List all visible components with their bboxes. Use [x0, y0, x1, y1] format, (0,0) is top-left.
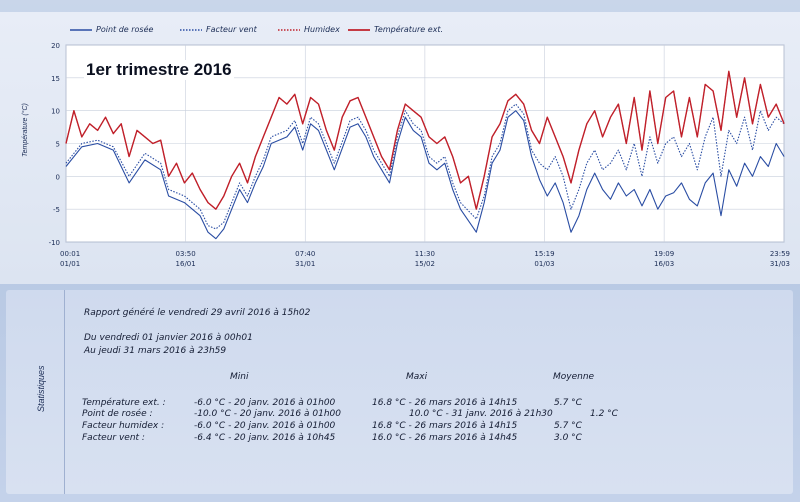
row-label: Point de rosée :	[82, 409, 153, 419]
legend-label-dew-point: Point de rosée	[96, 25, 154, 34]
legend-swatch-dew-point	[70, 28, 92, 31]
chart-title: 1er trimestre 2016	[84, 60, 234, 80]
row-maxi: 16.0 °C - 26 mars 2016 à 14h45	[372, 433, 518, 443]
legend-item-wind-chill: Facteur vent	[180, 25, 257, 34]
header-mini: Mini	[230, 372, 249, 382]
x-tick-time: 15:19	[534, 250, 554, 258]
stats-side-column: Statistiques	[6, 290, 65, 494]
row-maxi: 16.8 °C - 26 mars 2016 à 14h15	[372, 398, 518, 408]
y-tick-label: 15	[51, 75, 60, 83]
row-moyenne: 5.7 °C	[554, 421, 582, 431]
header-maxi: Maxi	[406, 372, 428, 382]
row-mini: -6.0 °C - 20 janv. 2016 à 01h00	[194, 421, 336, 431]
legend-swatch-outdoor-temp	[348, 28, 370, 31]
row-maxi: 16.8 °C - 26 mars 2016 à 14h15	[372, 421, 518, 431]
row-label: Facteur vent :	[82, 433, 145, 443]
x-tick-date: 31/03	[770, 260, 790, 268]
legend-item-humidex: Humidex	[278, 25, 340, 34]
y-tick-label: 5	[56, 141, 60, 149]
row-moyenne: 5.7 °C	[554, 398, 582, 408]
row-label: Facteur humidex :	[82, 421, 165, 431]
temperature-chart: -10 -5 0 5 10 15 20 00:01 01/01 03:50 16/01 07:40 31…	[49, 42, 790, 268]
series-dew-point	[65, 110, 785, 240]
row-moyenne: 1.2 °C	[590, 409, 618, 419]
legend-label-humidex: Humidex	[304, 25, 340, 34]
legend-item-dew-point: Point de rosée	[70, 25, 153, 34]
x-tick-time: 11:30	[415, 250, 435, 258]
x-tick-time: 03:50	[176, 250, 196, 258]
row-maxi: 10.0 °C - 31 janv. 2016 à 21h30	[409, 409, 553, 419]
row-mini: -6.4 °C - 20 janv. 2016 à 10h45	[194, 433, 336, 443]
legend-swatch-wind-chill	[180, 28, 202, 31]
y-tick-label: -10	[49, 239, 60, 247]
row-label: Température ext. :	[82, 398, 166, 408]
series-wind-chill	[65, 103, 785, 230]
y-tick-label: 10	[51, 108, 60, 116]
legend-label-wind-chill: Facteur vent	[206, 25, 257, 34]
row-moyenne: 3.0 °C	[554, 433, 582, 443]
x-tick-time: 23:59	[770, 250, 790, 258]
period-to: Au jeudi 31 mars 2016 à 23h59	[84, 346, 227, 356]
series-outdoor-temp	[65, 70, 785, 210]
row-mini: -10.0 °C - 20 janv. 2016 à 01h00	[194, 409, 341, 419]
x-tick-date: 16/03	[654, 260, 674, 268]
x-tick-time: 19:09	[654, 250, 674, 258]
x-tick-date: 01/03	[534, 260, 554, 268]
report-line: Rapport généré le vendredi 29 avril 2016…	[84, 308, 311, 318]
y-tick-label: 20	[51, 42, 60, 50]
y-tick-label: 0	[56, 173, 60, 181]
stats-side-label: Statistiques	[36, 365, 46, 412]
header-moyenne: Moyenne	[553, 372, 595, 382]
y-tick-label: -5	[53, 206, 60, 214]
x-tick-date: 15/02	[415, 260, 435, 268]
period-from: Du vendredi 01 janvier 2016 à 00h01	[84, 333, 253, 343]
stats-panel: Statistiques Rapport généré le vendredi …	[6, 290, 793, 494]
x-tick-date: 16/01	[176, 260, 196, 268]
chart-panel: -10 -5 0 5 10 15 20 00:01 01/01 03:50 16/01 07:40 31…	[0, 12, 800, 284]
row-mini: -6.0 °C - 20 janv. 2016 à 01h00	[194, 398, 336, 408]
x-tick-date: 31/01	[295, 260, 315, 268]
y-axis-label: Température (°C)	[22, 103, 29, 157]
x-tick-time: 00:01	[60, 250, 80, 258]
x-tick-time: 07:40	[295, 250, 315, 258]
x-tick-date: 01/01	[60, 260, 80, 268]
legend-swatch-humidex	[278, 28, 300, 31]
legend-label-outdoor-temp: Température ext.	[374, 25, 444, 34]
legend-item-outdoor-temp: Température ext.	[348, 25, 443, 34]
